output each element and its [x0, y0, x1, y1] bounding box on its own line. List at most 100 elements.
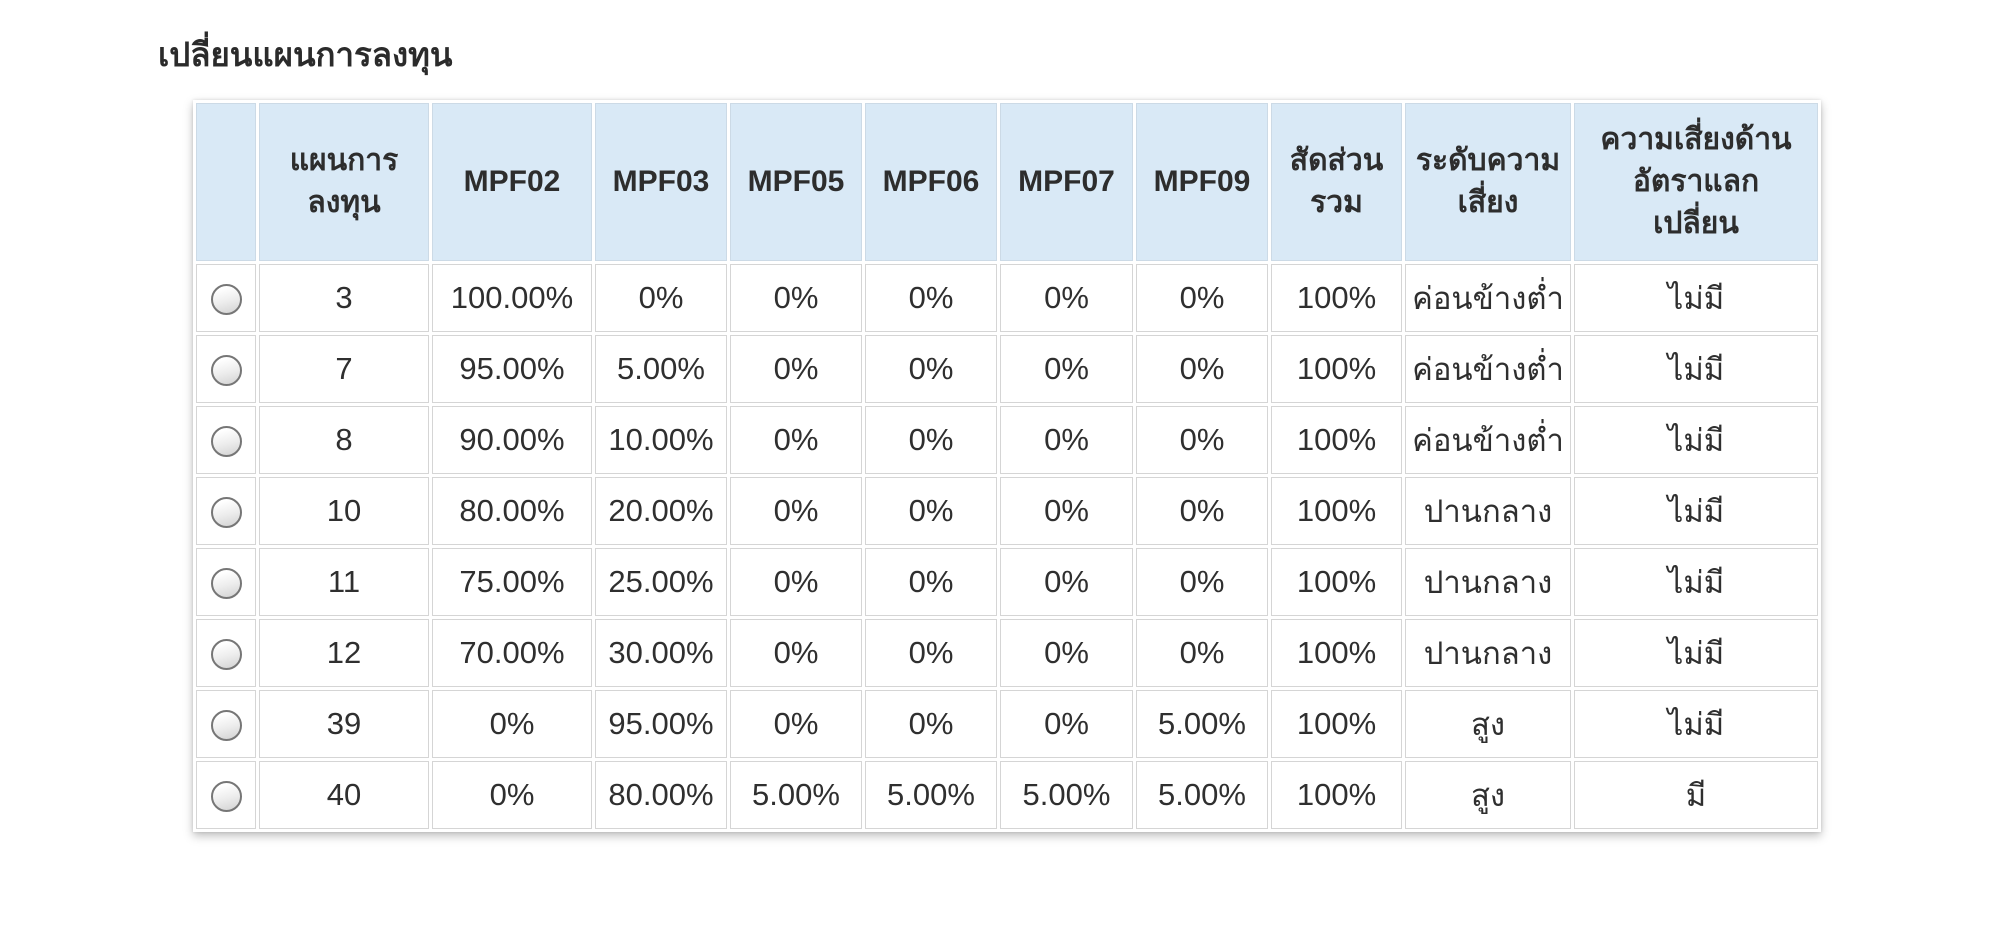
- plan-row: 7 95.00% 5.00% 0% 0% 0% 0% 100% ค่อนข้าง…: [196, 335, 1818, 403]
- mpf03-cell: 80.00%: [595, 761, 727, 829]
- page-title: เปลี่ยนแผนการลงทุน: [158, 36, 453, 73]
- mpf03-cell: 10.00%: [595, 406, 727, 474]
- plan-cell: 40: [259, 761, 429, 829]
- fx-risk-cell: ไม่มี: [1574, 477, 1818, 545]
- mpf09-cell: 5.00%: [1136, 761, 1268, 829]
- mpf09-cell: 0%: [1136, 477, 1268, 545]
- plan-radio-button[interactable]: [210, 781, 242, 813]
- plan-row: 10 80.00% 20.00% 0% 0% 0% 0% 100% ปานกลา…: [196, 477, 1818, 545]
- fx-risk-cell: ไม่มี: [1574, 548, 1818, 616]
- fx-risk-cell: ไม่มี: [1574, 264, 1818, 332]
- fx-risk-cell: มี: [1574, 761, 1818, 829]
- plan-row: 11 75.00% 25.00% 0% 0% 0% 0% 100% ปานกลา…: [196, 548, 1818, 616]
- mpf06-cell: 0%: [865, 619, 997, 687]
- mpf07-cell: 0%: [1000, 619, 1133, 687]
- plans-table-body: 3 100.00% 0% 0% 0% 0% 0% 100% ค่อนข้างต่…: [196, 264, 1818, 829]
- mpf05-cell: 0%: [730, 477, 862, 545]
- plan-row: 40 0% 80.00% 5.00% 5.00% 5.00% 5.00% 100…: [196, 761, 1818, 829]
- plan-radio-button[interactable]: [210, 639, 242, 671]
- mpf03-cell: 30.00%: [595, 619, 727, 687]
- total-cell: 100%: [1271, 335, 1402, 403]
- select-cell: [196, 548, 256, 616]
- column-header-mpf03: MPF03: [595, 103, 727, 261]
- mpf09-cell: 0%: [1136, 548, 1268, 616]
- plan-cell: 11: [259, 548, 429, 616]
- mpf02-cell: 80.00%: [432, 477, 592, 545]
- mpf03-cell: 20.00%: [595, 477, 727, 545]
- plan-radio-button[interactable]: [210, 497, 242, 529]
- column-header-plan: แผนการ ลงทุน: [259, 103, 429, 261]
- risk-level-cell: ปานกลาง: [1405, 619, 1571, 687]
- mpf09-cell: 0%: [1136, 619, 1268, 687]
- mpf03-cell: 25.00%: [595, 548, 727, 616]
- mpf07-cell: 5.00%: [1000, 761, 1133, 829]
- mpf06-cell: 0%: [865, 548, 997, 616]
- mpf09-cell: 5.00%: [1136, 690, 1268, 758]
- fx-risk-cell: ไม่มี: [1574, 690, 1818, 758]
- column-header-mpf07: MPF07: [1000, 103, 1133, 261]
- mpf07-cell: 0%: [1000, 335, 1133, 403]
- column-header-fx-risk: ความเสี่ยงด้าน อัตราแลก เปลี่ยน: [1574, 103, 1818, 261]
- mpf05-cell: 5.00%: [730, 761, 862, 829]
- total-cell: 100%: [1271, 406, 1402, 474]
- mpf03-cell: 95.00%: [595, 690, 727, 758]
- plan-cell: 39: [259, 690, 429, 758]
- column-header-mpf09: MPF09: [1136, 103, 1268, 261]
- mpf05-cell: 0%: [730, 335, 862, 403]
- plan-cell: 10: [259, 477, 429, 545]
- mpf02-cell: 90.00%: [432, 406, 592, 474]
- header-row: แผนการ ลงทุน MPF02 MPF03 MPF05 MPF06 MPF0…: [196, 103, 1818, 261]
- plan-cell: 8: [259, 406, 429, 474]
- plan-radio-button[interactable]: [210, 355, 242, 387]
- plan-row: 39 0% 95.00% 0% 0% 0% 5.00% 100% สูง ไม่…: [196, 690, 1818, 758]
- mpf02-cell: 100.00%: [432, 264, 592, 332]
- risk-level-cell: ค่อนข้างต่ำ: [1405, 335, 1571, 403]
- mpf07-cell: 0%: [1000, 690, 1133, 758]
- plan-radio-button[interactable]: [210, 284, 242, 316]
- mpf06-cell: 0%: [865, 477, 997, 545]
- mpf02-cell: 70.00%: [432, 619, 592, 687]
- mpf06-cell: 0%: [865, 335, 997, 403]
- mpf07-cell: 0%: [1000, 264, 1133, 332]
- mpf09-cell: 0%: [1136, 406, 1268, 474]
- mpf06-cell: 0%: [865, 406, 997, 474]
- plan-row: 8 90.00% 10.00% 0% 0% 0% 0% 100% ค่อนข้า…: [196, 406, 1818, 474]
- total-cell: 100%: [1271, 690, 1402, 758]
- mpf07-cell: 0%: [1000, 548, 1133, 616]
- column-header-select: [196, 103, 256, 261]
- plan-radio-button[interactable]: [210, 710, 242, 742]
- total-cell: 100%: [1271, 264, 1402, 332]
- fx-risk-cell: ไม่มี: [1574, 406, 1818, 474]
- plan-radio-button[interactable]: [210, 568, 242, 600]
- mpf05-cell: 0%: [730, 548, 862, 616]
- mpf06-cell: 5.00%: [865, 761, 997, 829]
- column-header-total: สัดส่วน รวม: [1271, 103, 1402, 261]
- fx-risk-cell: ไม่มี: [1574, 335, 1818, 403]
- mpf03-cell: 5.00%: [595, 335, 727, 403]
- mpf05-cell: 0%: [730, 690, 862, 758]
- total-cell: 100%: [1271, 548, 1402, 616]
- plan-radio-button[interactable]: [210, 426, 242, 458]
- risk-level-cell: ปานกลาง: [1405, 477, 1571, 545]
- risk-level-cell: สูง: [1405, 690, 1571, 758]
- plan-cell: 3: [259, 264, 429, 332]
- mpf05-cell: 0%: [730, 264, 862, 332]
- mpf02-cell: 95.00%: [432, 335, 592, 403]
- select-cell: [196, 406, 256, 474]
- mpf02-cell: 75.00%: [432, 548, 592, 616]
- investment-plans-table: แผนการ ลงทุน MPF02 MPF03 MPF05 MPF06 MPF0…: [193, 100, 1821, 832]
- select-cell: [196, 477, 256, 545]
- mpf09-cell: 0%: [1136, 335, 1268, 403]
- plan-cell: 7: [259, 335, 429, 403]
- select-cell: [196, 761, 256, 829]
- total-cell: 100%: [1271, 477, 1402, 545]
- risk-level-cell: ค่อนข้างต่ำ: [1405, 406, 1571, 474]
- risk-level-cell: ค่อนข้างต่ำ: [1405, 264, 1571, 332]
- plan-row: 3 100.00% 0% 0% 0% 0% 0% 100% ค่อนข้างต่…: [196, 264, 1818, 332]
- select-cell: [196, 619, 256, 687]
- column-header-mpf06: MPF06: [865, 103, 997, 261]
- mpf05-cell: 0%: [730, 406, 862, 474]
- column-header-mpf02: MPF02: [432, 103, 592, 261]
- mpf02-cell: 0%: [432, 690, 592, 758]
- select-cell: [196, 690, 256, 758]
